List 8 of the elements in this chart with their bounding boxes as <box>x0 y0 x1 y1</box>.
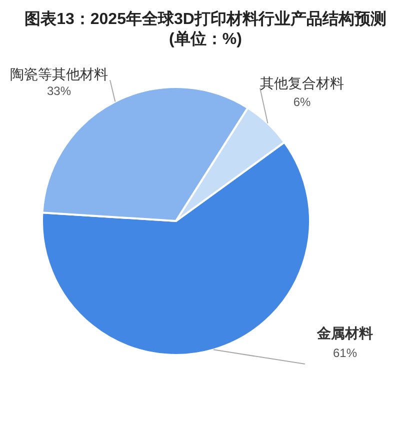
slice-label: 陶瓷等其他材料 <box>10 66 108 82</box>
data-label: 6% <box>293 95 311 109</box>
data-label: 61% <box>332 346 358 360</box>
slice-label: 金属材料 <box>316 325 373 341</box>
chart-subtitle: (单位：%) <box>168 30 243 50</box>
data-label: 33% <box>46 84 72 98</box>
chart-title: 图表13：2025年全球3D打印材料行业产品结构预测 <box>24 10 388 30</box>
slice-label: 其他复合材料 <box>260 75 344 91</box>
